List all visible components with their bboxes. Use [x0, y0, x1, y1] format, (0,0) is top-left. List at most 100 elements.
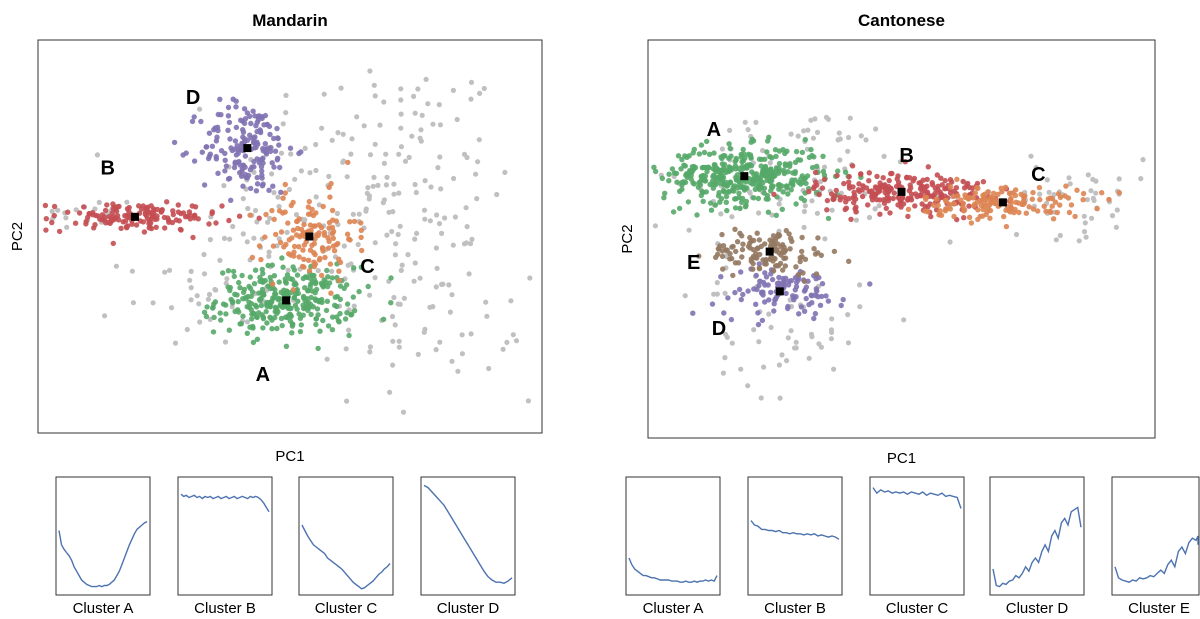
cluster-point — [281, 291, 287, 297]
background-point — [188, 268, 194, 274]
cluster-point — [310, 212, 317, 219]
cluster-point — [934, 172, 940, 178]
cluster-point — [955, 193, 961, 199]
background-point — [221, 183, 227, 189]
cluster-point — [729, 244, 735, 250]
cluster-point — [951, 193, 957, 200]
background-point — [415, 351, 421, 357]
cluster-point — [947, 184, 954, 190]
background-point — [801, 208, 808, 215]
cluster-point — [765, 209, 772, 215]
cluster-point — [118, 225, 124, 231]
cluster-point — [227, 284, 233, 291]
cluster-point — [303, 300, 310, 307]
cluster-label-a: A — [707, 119, 721, 141]
cluster-point — [51, 203, 58, 210]
cluster-point — [330, 228, 337, 235]
cluster-point — [701, 149, 708, 156]
cluster-point — [848, 216, 854, 222]
cluster-point — [756, 261, 762, 267]
cluster-point — [706, 151, 713, 157]
cluster-point — [297, 315, 304, 322]
background-point — [381, 99, 387, 105]
cluster-point — [762, 163, 769, 170]
cluster-point — [860, 183, 866, 189]
cluster-point — [76, 210, 83, 216]
cluster-point — [250, 108, 256, 114]
cluster-point — [266, 187, 272, 193]
cluster-point — [243, 294, 249, 301]
cluster-point — [263, 308, 269, 315]
background-point — [367, 292, 373, 298]
cluster-point — [313, 321, 319, 328]
cluster-point — [765, 138, 771, 144]
background-point — [321, 91, 327, 97]
cluster-point — [929, 182, 936, 188]
background-points — [49, 68, 533, 415]
cluster-point — [782, 150, 788, 157]
background-point — [1088, 188, 1094, 194]
cluster-point — [965, 180, 971, 187]
background-point — [196, 301, 202, 307]
background-point — [340, 159, 346, 165]
cluster-point — [269, 262, 275, 268]
cluster-point — [812, 169, 819, 176]
cluster-point — [817, 302, 824, 308]
cluster-point — [733, 248, 739, 255]
cluster-point — [233, 104, 239, 110]
background-point — [383, 182, 389, 188]
cluster-point — [675, 153, 682, 159]
cluster-point — [991, 190, 997, 196]
cluster-point — [191, 158, 198, 164]
cluster-point — [858, 171, 864, 177]
cluster-point — [388, 300, 394, 306]
cluster-point — [700, 198, 706, 204]
contour-thumbnail-mandarin-cluster-d: Cluster D — [420, 476, 516, 617]
background-point — [1067, 181, 1073, 187]
cluster-point — [289, 330, 295, 336]
cluster-point — [328, 290, 334, 296]
cluster-point — [1016, 209, 1022, 216]
cluster-point — [254, 314, 260, 321]
background-point — [405, 252, 411, 258]
background-point — [500, 346, 506, 352]
cluster-point — [104, 202, 110, 208]
background-point — [1083, 234, 1089, 240]
background-point — [475, 159, 481, 165]
cluster-point — [306, 198, 312, 205]
cluster-point — [259, 286, 266, 293]
background-point — [205, 296, 211, 302]
cluster-point — [895, 194, 901, 201]
background-point — [271, 190, 277, 196]
background-point — [758, 395, 764, 401]
cluster-point — [972, 201, 978, 207]
cluster-centroid-d — [775, 287, 784, 296]
cluster-point — [712, 202, 719, 208]
cluster-point — [686, 153, 692, 159]
background-point — [812, 116, 818, 122]
background-point — [437, 122, 443, 128]
cluster-point — [329, 207, 336, 214]
background-point — [361, 123, 367, 129]
cluster-point — [296, 254, 302, 260]
cluster-point — [834, 172, 840, 179]
cluster-point — [753, 250, 759, 257]
cluster-point — [727, 180, 734, 186]
background-point — [412, 236, 418, 242]
cluster-point — [226, 327, 232, 333]
background-point — [1090, 195, 1096, 201]
background-point — [150, 300, 156, 306]
cluster-point — [725, 295, 731, 301]
cluster-point — [946, 201, 952, 207]
cluster-point — [747, 234, 753, 241]
cluster-point — [248, 120, 254, 127]
background-point — [808, 117, 814, 123]
cluster-point — [768, 188, 774, 194]
contour-thumbnail-cantonese-cluster-e: Cluster E — [1111, 476, 1200, 617]
background-point — [418, 127, 424, 133]
cluster-point — [874, 197, 880, 203]
cluster-point — [690, 310, 696, 316]
background-point — [428, 184, 434, 190]
cluster-point — [206, 130, 213, 136]
cluster-point — [728, 165, 734, 171]
